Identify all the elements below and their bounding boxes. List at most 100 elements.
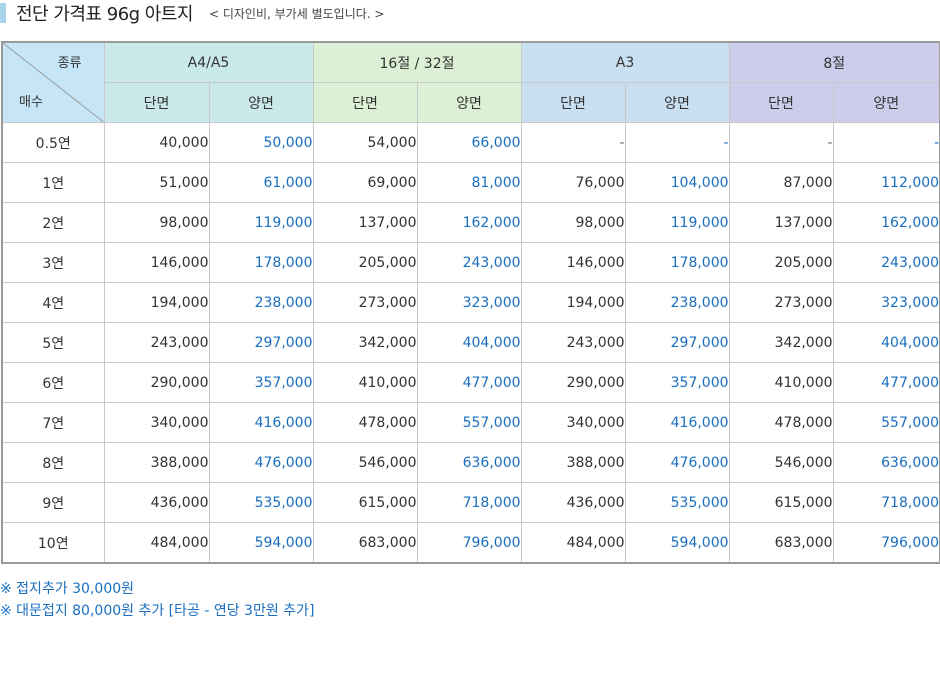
price-cell: 535,000 — [624, 482, 730, 523]
qty-cell: 8연 — [1, 442, 105, 483]
title-bar: 전단 가격표 96g 아트지 < 디자인비, 부가세 별도입니다. > — [0, 0, 384, 26]
price-cell: 416,000 — [208, 402, 314, 443]
group-header-a4-a5: A4/A5 — [103, 41, 314, 83]
title-accent-bar — [0, 3, 6, 23]
price-cell: 718,000 — [416, 482, 522, 523]
table-row: 7연 340,000 416,000 478,000 557,000 340,0… — [1, 402, 940, 443]
price-cell: 119,000 — [208, 202, 314, 243]
price-cell: 238,000 — [624, 282, 730, 323]
price-cell: 476,000 — [624, 442, 730, 483]
price-cell: 388,000 — [520, 442, 626, 483]
price-cell: 61,000 — [208, 162, 314, 203]
price-cell: 50,000 — [208, 122, 314, 163]
qty-cell: 10연 — [1, 522, 105, 564]
price-cell: 436,000 — [520, 482, 626, 523]
qty-cell: 6연 — [1, 362, 105, 403]
price-cell: 243,000 — [416, 242, 522, 283]
note-gate-folding: ※ 대문접지 80,000원 추가 [타공 - 연당 3만원 추가] — [0, 603, 315, 619]
qty-cell: 7연 — [1, 402, 105, 443]
price-cell: 404,000 — [416, 322, 522, 363]
price-cell: 410,000 — [728, 362, 834, 403]
table-row: 1연 51,000 61,000 69,000 81,000 76,000 10… — [1, 162, 940, 203]
price-cell: 342,000 — [728, 322, 834, 363]
price-cell: 357,000 — [208, 362, 314, 403]
price-cell: 243,000 — [832, 242, 940, 283]
price-cell: 297,000 — [624, 322, 730, 363]
price-cell: 112,000 — [832, 162, 940, 203]
price-cell: 87,000 — [728, 162, 834, 203]
price-cell: 146,000 — [520, 242, 626, 283]
qty-cell: 2연 — [1, 202, 105, 243]
table-row: 3연 146,000 178,000 205,000 243,000 146,0… — [1, 242, 940, 283]
table-row: 2연 98,000 119,000 137,000 162,000 98,000… — [1, 202, 940, 243]
price-cell: 243,000 — [520, 322, 626, 363]
page-title: 전단 가격표 96g 아트지 — [16, 4, 193, 25]
corner-qty-label: 매수 — [19, 95, 43, 110]
price-cell: 323,000 — [832, 282, 940, 323]
price-cell: 388,000 — [103, 442, 210, 483]
price-cell: 323,000 — [416, 282, 522, 323]
price-cell: 205,000 — [312, 242, 418, 283]
price-cell: 178,000 — [624, 242, 730, 283]
price-cell: 81,000 — [416, 162, 522, 203]
sub-header-single: 단면 — [728, 82, 834, 123]
price-cell: 484,000 — [103, 522, 210, 564]
price-cell: - — [728, 122, 834, 163]
price-cell: 404,000 — [832, 322, 940, 363]
qty-cell: 1연 — [1, 162, 105, 203]
price-cell: 340,000 — [520, 402, 626, 443]
qty-cell: 0.5연 — [1, 122, 105, 163]
price-cell: 535,000 — [208, 482, 314, 523]
corner-diagonal — [3, 43, 104, 122]
price-cell: 546,000 — [728, 442, 834, 483]
price-cell: 476,000 — [208, 442, 314, 483]
price-cell: 477,000 — [832, 362, 940, 403]
price-cell: 162,000 — [832, 202, 940, 243]
price-cell: 54,000 — [312, 122, 418, 163]
price-cell: 683,000 — [312, 522, 418, 564]
price-cell: - — [832, 122, 940, 163]
qty-cell: 3연 — [1, 242, 105, 283]
table-row: 6연 290,000 357,000 410,000 477,000 290,0… — [1, 362, 940, 403]
table-row: 8연 388,000 476,000 546,000 636,000 388,0… — [1, 442, 940, 483]
price-cell: 238,000 — [208, 282, 314, 323]
table-row: 9연 436,000 535,000 615,000 718,000 436,0… — [1, 482, 940, 523]
group-header-16-32: 16절 / 32절 — [312, 41, 522, 83]
price-cell: 615,000 — [312, 482, 418, 523]
price-cell: 51,000 — [103, 162, 210, 203]
price-cell: 546,000 — [312, 442, 418, 483]
price-cell: 98,000 — [520, 202, 626, 243]
price-cell: 478,000 — [312, 402, 418, 443]
price-cell: 357,000 — [624, 362, 730, 403]
group-header-8: 8절 — [728, 41, 940, 83]
sub-header-double: 양면 — [208, 82, 314, 123]
price-cell: 66,000 — [416, 122, 522, 163]
price-cell: 290,000 — [103, 362, 210, 403]
sub-header-double: 양면 — [624, 82, 730, 123]
price-cell: 478,000 — [728, 402, 834, 443]
price-table-body: 0.5연 40,000 50,000 54,000 66,000 - - - -… — [1, 122, 940, 564]
price-cell: 557,000 — [832, 402, 940, 443]
price-cell: 796,000 — [832, 522, 940, 564]
price-cell: 340,000 — [103, 402, 210, 443]
qty-cell: 9연 — [1, 482, 105, 523]
price-cell: 76,000 — [520, 162, 626, 203]
table-row: 0.5연 40,000 50,000 54,000 66,000 - - - - — [1, 122, 940, 163]
price-notes: ※ 접지추가 30,000원 ※ 대문접지 80,000원 추가 [타공 - 연… — [0, 578, 314, 622]
price-cell: 796,000 — [416, 522, 522, 564]
price-cell: 104,000 — [624, 162, 730, 203]
price-cell: 342,000 — [312, 322, 418, 363]
price-cell: 162,000 — [416, 202, 522, 243]
price-cell: 98,000 — [103, 202, 210, 243]
price-cell: 273,000 — [312, 282, 418, 323]
price-cell: 436,000 — [103, 482, 210, 523]
table-corner-header: 종류 매수 — [1, 41, 105, 123]
qty-cell: 4연 — [1, 282, 105, 323]
price-cell: 297,000 — [208, 322, 314, 363]
price-cell: 594,000 — [208, 522, 314, 564]
sub-header-double: 양면 — [416, 82, 522, 123]
price-cell: 119,000 — [624, 202, 730, 243]
price-cell: - — [624, 122, 730, 163]
price-cell: 40,000 — [103, 122, 210, 163]
table-row: 10연 484,000 594,000 683,000 796,000 484,… — [1, 522, 940, 564]
